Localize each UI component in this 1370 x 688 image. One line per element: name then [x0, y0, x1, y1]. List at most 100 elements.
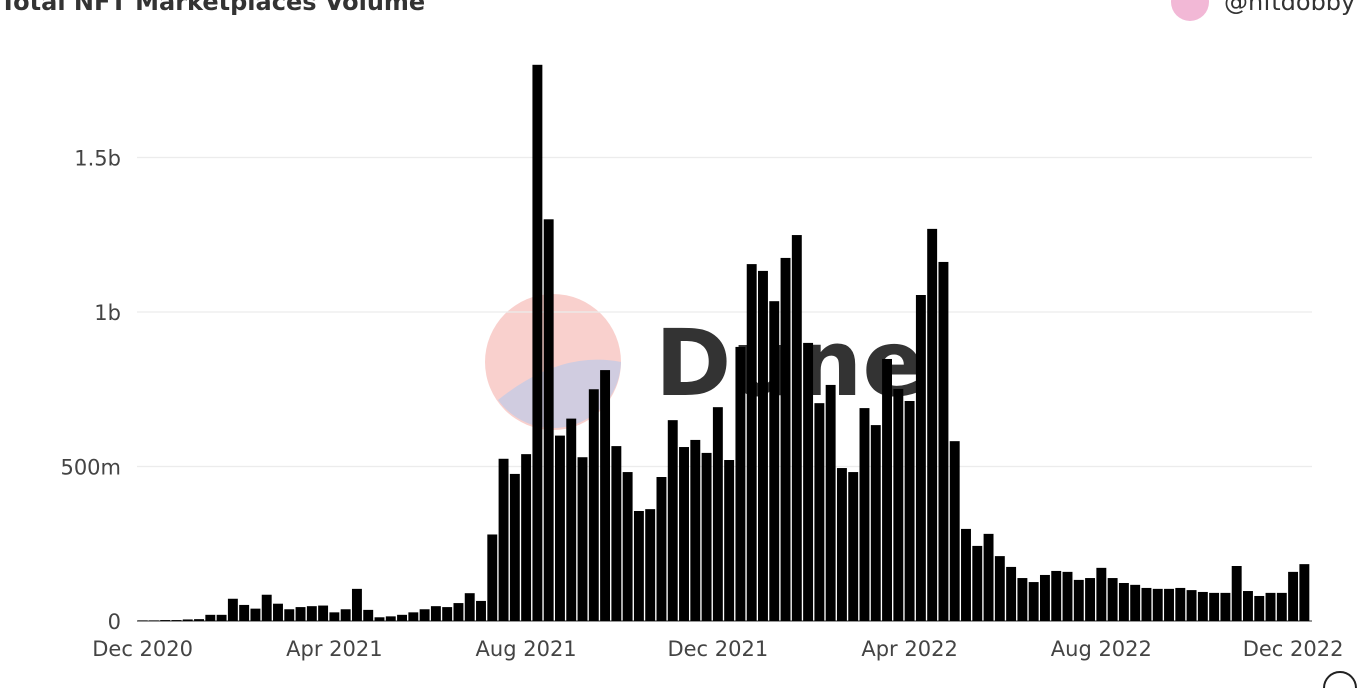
bar: [1164, 588, 1174, 621]
bar: [351, 588, 362, 621]
x-tick-label: Dec 2021: [667, 637, 768, 661]
bar: [566, 418, 577, 621]
bar: [1085, 578, 1096, 621]
bar: [667, 420, 678, 621]
bar: [273, 603, 283, 621]
bar: [1141, 587, 1152, 621]
bar: [521, 454, 532, 621]
bar: [724, 460, 735, 621]
x-tick-label: Aug 2022: [1051, 637, 1152, 661]
bar: [577, 457, 588, 621]
bar: [329, 612, 340, 621]
bar: [250, 608, 261, 621]
bar: [295, 607, 306, 621]
bar: [848, 472, 859, 621]
bar: [1152, 588, 1163, 621]
bar: [419, 609, 430, 621]
bar: [712, 407, 723, 621]
bar: [1243, 591, 1253, 621]
bar: [1209, 592, 1220, 621]
bar: [464, 593, 475, 621]
x-tick-label: Apr 2021: [286, 637, 382, 661]
bar: [1096, 567, 1107, 621]
bar: [532, 64, 543, 622]
bar: [588, 389, 599, 621]
bar: [735, 346, 746, 621]
bar: [870, 425, 881, 621]
bar: [509, 473, 520, 621]
bar: [148, 620, 159, 621]
bar: [1186, 590, 1197, 621]
bar: [227, 598, 238, 621]
corner-icon: [1323, 671, 1357, 688]
bar: [645, 509, 656, 621]
bar: [261, 594, 272, 621]
bar: [1299, 564, 1310, 621]
bar: [780, 257, 791, 621]
bar: [882, 358, 893, 621]
bar: [633, 510, 644, 621]
bar: [814, 403, 825, 621]
bar: [160, 620, 171, 621]
bar: [363, 609, 374, 621]
bar: [679, 447, 689, 621]
bar: [284, 609, 295, 621]
bar: [949, 441, 960, 621]
bar: [476, 600, 486, 621]
bar: [498, 458, 509, 621]
bar: [701, 452, 712, 621]
bar: [1288, 571, 1299, 621]
bar: [1039, 574, 1050, 621]
bar: [622, 472, 633, 621]
chart-title: Total NFT Marketplaces Volume: [0, 0, 425, 16]
bar: [216, 614, 227, 621]
bar: [239, 604, 250, 621]
bar: [306, 606, 317, 621]
bar: [543, 219, 554, 622]
bar: [397, 614, 408, 621]
bar: [1197, 591, 1208, 621]
bar: [972, 545, 983, 621]
bar: [893, 388, 904, 621]
bar: [904, 400, 915, 621]
x-tick-label: Apr 2022: [861, 637, 957, 661]
y-tick-label: 0: [108, 610, 121, 634]
bar: [442, 607, 453, 621]
bar: [194, 619, 204, 621]
bar: [769, 301, 780, 621]
bar: [994, 556, 1005, 621]
bar: [374, 617, 385, 621]
bar: [758, 270, 768, 621]
bar: [791, 235, 802, 621]
bar: [1073, 579, 1084, 621]
bar: [961, 528, 971, 621]
bar: [171, 620, 182, 621]
bar: [205, 614, 216, 621]
bar: [1062, 571, 1073, 621]
bar: [1254, 595, 1265, 621]
bar: [1231, 565, 1242, 621]
bar: [137, 620, 148, 621]
bar: [938, 261, 949, 621]
bar: [430, 606, 441, 621]
author: @nftdobby: [1224, 0, 1355, 16]
bar: [983, 533, 994, 621]
y-tick-label: 500m: [60, 456, 121, 480]
x-tick-label: Dec 2022: [1243, 637, 1344, 661]
bar: [1175, 587, 1186, 621]
bar: [600, 370, 611, 621]
x-tick-label: Aug 2021: [476, 637, 577, 661]
bar: [836, 468, 847, 621]
bar: [1130, 584, 1141, 621]
bar: [1028, 582, 1039, 621]
bar: [487, 534, 498, 621]
bar: [611, 446, 622, 621]
bar: [915, 295, 926, 621]
bar: [318, 605, 329, 621]
bar: [1017, 578, 1028, 621]
bar: [385, 616, 396, 621]
bar: [859, 408, 870, 621]
bar: [1265, 592, 1276, 621]
